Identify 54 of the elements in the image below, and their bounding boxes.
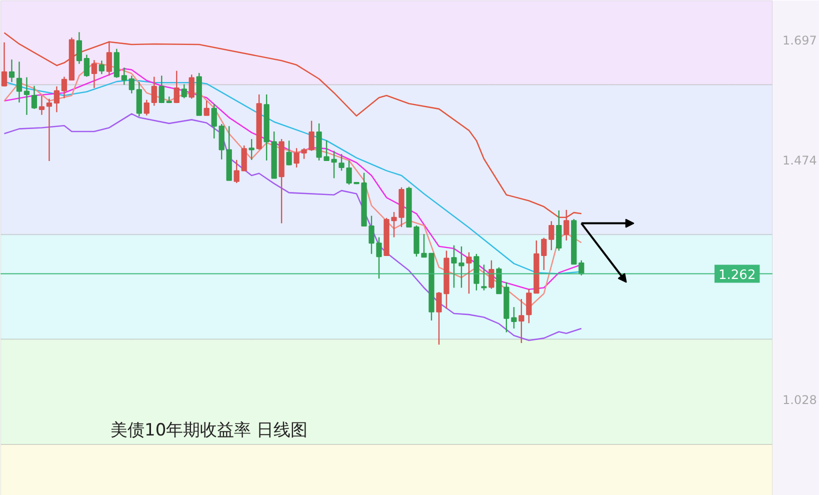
candlestick — [578, 260, 584, 276]
candlestick — [158, 75, 164, 104]
candlestick — [564, 209, 570, 242]
candlestick — [136, 82, 142, 118]
candlestick — [151, 76, 157, 106]
candlestick — [481, 264, 487, 292]
text: 美债10年期收益率 日线图 — [110, 420, 308, 440]
candlestick — [548, 220, 554, 251]
candlestick — [241, 144, 247, 172]
candlestick — [294, 148, 300, 168]
candlestick — [338, 153, 344, 172]
candlestick — [541, 237, 547, 271]
ref-line-label: 1.262 — [718, 268, 756, 283]
candlestick — [556, 210, 562, 252]
candlestick — [466, 252, 472, 294]
candlestick — [16, 61, 22, 104]
candlestick — [1, 42, 8, 87]
candlestick — [31, 85, 38, 110]
candlestick — [46, 98, 52, 162]
candlestick — [451, 244, 457, 288]
candlestick — [144, 99, 150, 116]
candlestick — [24, 76, 30, 116]
line-series — [4, 113, 582, 341]
candlestick — [61, 76, 68, 99]
candlestick — [368, 215, 374, 255]
candlestick — [211, 104, 217, 140]
candlestick — [8, 58, 15, 83]
candlestick — [511, 306, 517, 330]
candlestick — [234, 159, 240, 184]
candlestick — [488, 260, 494, 290]
candlestick — [376, 236, 382, 280]
candlestick — [458, 246, 464, 288]
candlestick — [174, 70, 180, 104]
candlestick — [286, 140, 292, 166]
candlestick — [84, 54, 90, 78]
candlestick — [188, 74, 194, 100]
y-tick-label: 1.697 — [782, 34, 817, 48]
candlestick — [76, 32, 82, 64]
candlestick — [526, 288, 532, 324]
candlestick — [121, 67, 127, 86]
candlestick — [218, 123, 224, 160]
candlestick — [181, 84, 187, 99]
candlestick — [54, 86, 60, 113]
line-series — [4, 32, 582, 218]
candlestick — [248, 138, 254, 161]
candlestick — [91, 59, 98, 89]
candlestick — [128, 75, 134, 94]
y-tick-label: 1.028 — [782, 392, 817, 407]
candlestick — [38, 94, 45, 116]
y-tick-label: 1.474 — [782, 153, 817, 168]
candlestick — [518, 298, 524, 344]
candlestick — [204, 100, 210, 116]
candlestick — [98, 60, 105, 75]
candlestick — [106, 40, 112, 76]
